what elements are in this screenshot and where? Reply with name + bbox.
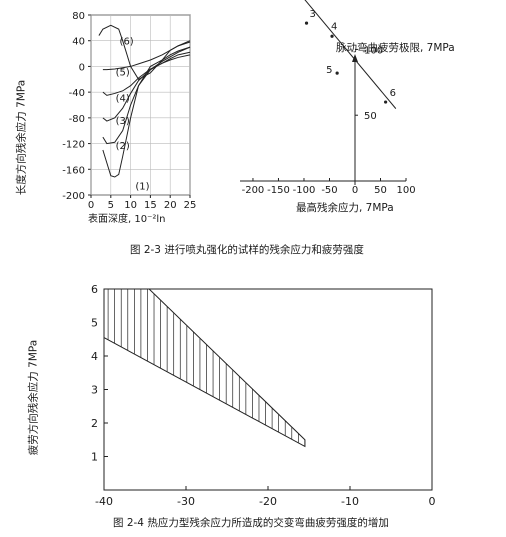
left-curve-label: (5) xyxy=(116,68,130,79)
right-x-tick-label: -200 xyxy=(242,185,265,196)
fig24-y-tick-label: 2 xyxy=(91,417,98,430)
fig24-y-tick-label: 6 xyxy=(91,283,98,296)
left-curve-label: (6) xyxy=(120,37,134,48)
right-data-point xyxy=(335,71,339,75)
left-y-tick-label: -200 xyxy=(62,191,85,202)
left-curve-label: (1) xyxy=(135,181,149,192)
fig24-axes: 6 5 4 3 2 1 -40 -30 -20 -10 0 xyxy=(91,283,436,508)
left-y-axis-label: 长度方向残余应力 7MPa xyxy=(15,79,28,196)
right-point-label: 6 xyxy=(390,88,396,99)
left-curve-label: (4) xyxy=(116,93,130,104)
left-curves xyxy=(98,24,191,178)
right-data-point xyxy=(384,100,388,104)
left-curve xyxy=(102,46,191,178)
right-x-tick-label: -150 xyxy=(267,185,290,196)
right-y-tick-label: 100 xyxy=(364,45,383,56)
right-data-point xyxy=(304,21,309,25)
right-y-tick-label: 50 xyxy=(364,111,377,122)
fig23-caption: 图 2-3 进行喷丸强化的试样的残余应力和疲劳强度 xyxy=(130,244,364,256)
left-y-tick-label: 80 xyxy=(72,11,85,22)
left-x-tick-label: 5 xyxy=(108,200,114,211)
fig24-y-tick-label: 5 xyxy=(91,317,98,330)
left-y-tick-label: -160 xyxy=(62,165,85,176)
right-data-point xyxy=(330,34,334,38)
right-x-tick-label: 50 xyxy=(374,185,387,196)
right-point-label: 5 xyxy=(326,65,332,76)
fig24-y-tick-label: 3 xyxy=(91,384,98,397)
fig24-x-tick-label: -10 xyxy=(341,495,359,508)
left-x-tick-label: 10 xyxy=(124,200,137,211)
right-x-tick-label: 0 xyxy=(352,185,358,196)
left-x-axis-label: 表面深度, 10⁻²ln xyxy=(88,214,166,225)
left-curve xyxy=(102,54,191,96)
fig24-chart: 6 5 4 3 2 1 -40 -30 -20 -10 0 xyxy=(91,283,436,508)
fig24-band xyxy=(103,288,306,448)
fig24-x-tick-label: -40 xyxy=(95,495,113,508)
right-points: 123456 xyxy=(304,0,397,109)
left-curve xyxy=(102,51,191,122)
right-y-axis-label: 脉动弯曲疲劳极限, 7MPa xyxy=(336,42,455,54)
left-curve xyxy=(102,46,191,145)
left-y-tick-label: -80 xyxy=(69,114,85,125)
left-curve-label: (3) xyxy=(116,116,130,127)
left-y-tick-label: 0 xyxy=(79,62,85,73)
fig24-y-tick-label: 1 xyxy=(91,451,98,464)
left-y-tick-label: -120 xyxy=(62,140,85,151)
right-x-tick-label: -100 xyxy=(293,185,316,196)
left-curve xyxy=(98,24,191,80)
fig24-x-tick-label: -20 xyxy=(259,495,277,508)
right-x-tick-label: -50 xyxy=(321,185,337,196)
left-x-tick-label: 20 xyxy=(164,200,177,211)
left-labels: (6) (5) (4) (3) (2) (1) xyxy=(116,37,150,193)
right-point-label: 3 xyxy=(310,9,316,20)
fig24-x-tick-label: 0 xyxy=(429,495,436,508)
right-x-tick-label: 100 xyxy=(396,185,415,196)
left-plot-frame xyxy=(90,14,191,196)
left-x-tick-label: 15 xyxy=(144,200,157,211)
left-x-tick-label: 25 xyxy=(184,200,197,211)
fig24-caption: 图 2-4 热应力型残余应力所造成的交变弯曲疲劳强度的增加 xyxy=(113,517,389,529)
fig24-y-tick-label: 4 xyxy=(91,350,98,363)
right-fit-line xyxy=(304,0,397,109)
right-x-axis-label: 最高残余应力, 7MPa xyxy=(296,202,394,214)
right-y-axis-arrow xyxy=(352,54,358,62)
left-y-tick-label: -40 xyxy=(69,88,85,99)
left-curve-label: (2) xyxy=(116,141,130,152)
left-x-tick-label: 0 xyxy=(88,200,94,211)
right-point-label: 4 xyxy=(331,21,337,32)
fig24-y-axis-label: 疲劳方向残余应力 7MPa xyxy=(27,339,40,456)
fig24-x-tick-label: -30 xyxy=(177,495,195,508)
left-y-tick-label: 40 xyxy=(72,37,85,48)
